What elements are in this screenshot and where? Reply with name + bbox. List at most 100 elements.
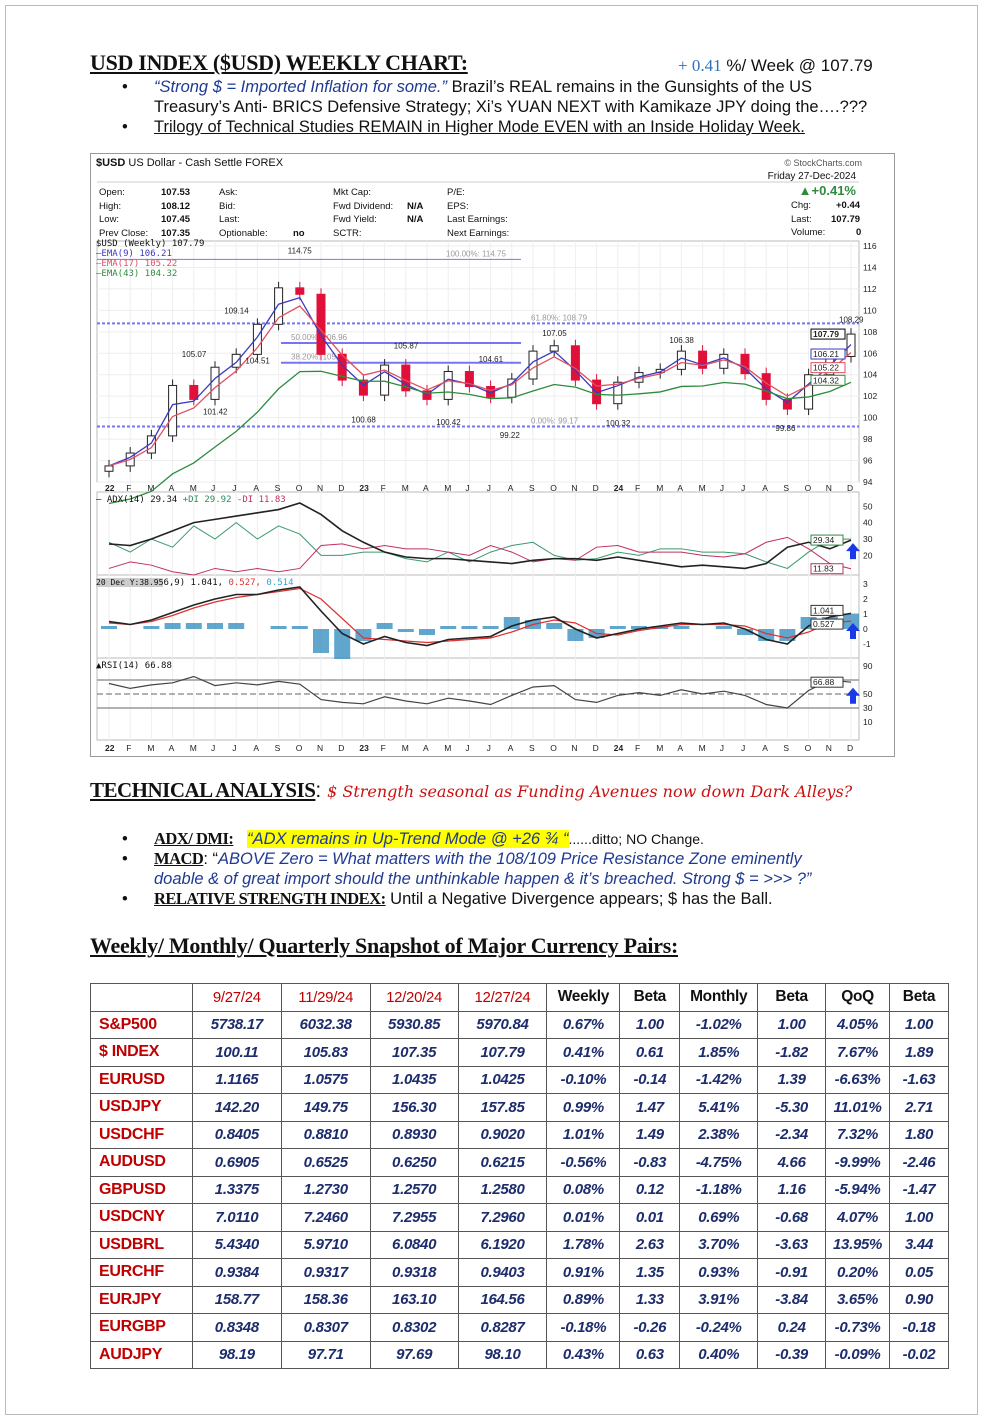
price-annotation: 104.61	[479, 355, 504, 364]
x-tick-label: N	[826, 743, 832, 753]
x-tick-label: S	[783, 483, 789, 493]
table-cell: 1.16	[757, 1175, 827, 1204]
column-header: 12/20/24	[369, 983, 459, 1012]
table-cell: -4.75%	[679, 1148, 759, 1177]
x-tick-label: S	[275, 743, 281, 753]
ta-item-rsi: • RELATIVE STRENGTH INDEX: Until a Negati…	[122, 889, 773, 908]
table-row: USDBRL 5.4340 5.9710 6.0840 6.1920 1.78% 2.63 3…	[90, 1230, 949, 1259]
price-tick-label: 100	[863, 413, 877, 423]
info-label: Low:	[99, 214, 120, 225]
table-cell: -0.91	[757, 1258, 827, 1287]
price-tick-label: 98	[863, 434, 873, 444]
info-value: 107.45	[161, 214, 191, 225]
x-tick-label: A	[508, 483, 514, 493]
ta-title: TECHNICAL ANALYSIS	[90, 778, 316, 802]
column-header: 11/29/24	[280, 983, 371, 1012]
bullet-text-2: Treasury’s Anti- BRICS Defensive Strateg…	[154, 98, 868, 116]
table-row: GBPUSD 1.3375 1.2730 1.2570 1.2580 0.08% 0.12-…	[90, 1175, 949, 1204]
table-cell: 1.89	[889, 1038, 949, 1067]
x-tick-label: J	[211, 483, 215, 493]
table-cell: -5.94%	[825, 1175, 891, 1204]
x-tick-label: N	[826, 483, 832, 493]
x-tick-label: F	[635, 743, 640, 753]
x-tick-label: J	[487, 743, 491, 753]
table-cell: 1.0425	[457, 1065, 548, 1094]
table-cell: -2.34	[757, 1120, 827, 1149]
info-label: Bid:	[219, 200, 236, 212]
x-tick-label: N	[317, 483, 323, 493]
bullet-1: • “Strong $ = Imported Inflation for some…	[122, 78, 868, 116]
table-cell: 0.9384	[191, 1258, 282, 1287]
macd-histogram-bar	[185, 623, 202, 629]
table-cell: 0.9020	[457, 1120, 548, 1149]
table-cell: 1.3375	[191, 1175, 282, 1204]
table-cell: 0.05	[889, 1258, 949, 1287]
ema9-line	[108, 296, 852, 467]
table-row: USDCHF 0.8405 0.8810 0.8930 0.9020 1.01% 1.49 2…	[90, 1120, 949, 1149]
x-tick-label: 22	[105, 743, 115, 753]
macd-histogram-bar	[737, 629, 753, 635]
macd-histogram-bar	[270, 626, 287, 629]
ta-item-adx: • ADX/ DMI: “ADX remains in Up-Trend Mode…	[122, 829, 704, 848]
table-cell: 0.40%	[679, 1340, 759, 1369]
macd-tick-label: 3	[863, 579, 868, 589]
table-cell: -0.18%	[546, 1313, 621, 1342]
info-label: High:	[99, 200, 122, 212]
candle	[231, 353, 241, 368]
macd-tag	[810, 604, 844, 616]
info-value: 107.53	[161, 187, 191, 198]
adx-tag-label: 11.83	[813, 564, 834, 574]
table-cell: 0.91%	[546, 1258, 621, 1287]
table-cell: 5.4340	[191, 1230, 282, 1259]
price-tag	[810, 362, 846, 374]
x-tick-label: A	[423, 743, 429, 753]
table-cell: 1.1165	[191, 1065, 282, 1094]
table-cell: -0.10%	[546, 1065, 621, 1094]
up-arrow-icon	[846, 687, 860, 704]
table-row: AUDUSD 0.6905 0.6525 0.6250 0.6215 -0.56% -0.8…	[90, 1148, 949, 1177]
macd-tag-label: 1.041	[813, 605, 835, 615]
table-cell: -0.09%	[825, 1340, 891, 1369]
column-header	[90, 983, 193, 1012]
macd-tick-label: 0	[863, 624, 868, 634]
table-cell: 2.63	[619, 1230, 681, 1259]
price-annotation: 99.86	[775, 424, 796, 433]
ta-item-macd: • MACD: “ABOVE Zero = What matters with t…	[122, 849, 812, 888]
legend-ema43: —EMA(43) 104.32	[96, 269, 178, 279]
table-cell: -0.24%	[679, 1313, 759, 1342]
row-label: EURUSD	[90, 1065, 193, 1094]
table-cell: -0.83	[619, 1148, 681, 1177]
price-tag-label: 105.22	[813, 363, 839, 373]
price-annotation: 101.42	[203, 407, 228, 416]
x-tick-label: A	[253, 743, 259, 753]
x-tick-label: A	[169, 743, 175, 753]
table-cell: 6032.38	[280, 1010, 371, 1039]
candle	[528, 350, 538, 380]
table-cell: -3.63	[757, 1230, 827, 1259]
table-cell: -1.42%	[679, 1065, 759, 1094]
snapshot-title: Weekly/ Monthly/ Quarterly Snapshot of M…	[90, 933, 678, 958]
info-value: +0.44	[836, 200, 861, 211]
table-cell: 1.85%	[679, 1038, 759, 1067]
table-cell: 1.00	[619, 1010, 681, 1039]
x-tick-label: O	[805, 743, 812, 753]
candle	[316, 293, 326, 355]
info-value: 107.79	[831, 213, 861, 225]
candle	[782, 398, 792, 410]
price-tick-label: 94	[863, 477, 873, 487]
change-suffix: %/ Week @ 107.79	[726, 56, 873, 75]
table-cell: 1.47	[619, 1093, 681, 1122]
x-tick-label: A	[762, 483, 768, 493]
bullet-text: Brazil’s REAL remains in the Gunsights o…	[447, 78, 813, 96]
x-tick-label: A	[253, 483, 259, 493]
x-tick-label: N	[571, 483, 577, 493]
info-value: N/A	[407, 200, 424, 212]
table-cell: 1.78%	[546, 1230, 621, 1259]
info-label: Open:	[99, 187, 125, 198]
table-cell: -1.82	[757, 1038, 827, 1067]
info-label: Last:	[791, 213, 812, 225]
x-tick-label: J	[741, 483, 745, 493]
bullet-quote: “Strong $ = Imported Inflation for some.…	[154, 78, 448, 96]
table-cell: 11.01%	[825, 1093, 891, 1122]
info-value: N/A	[407, 214, 424, 225]
